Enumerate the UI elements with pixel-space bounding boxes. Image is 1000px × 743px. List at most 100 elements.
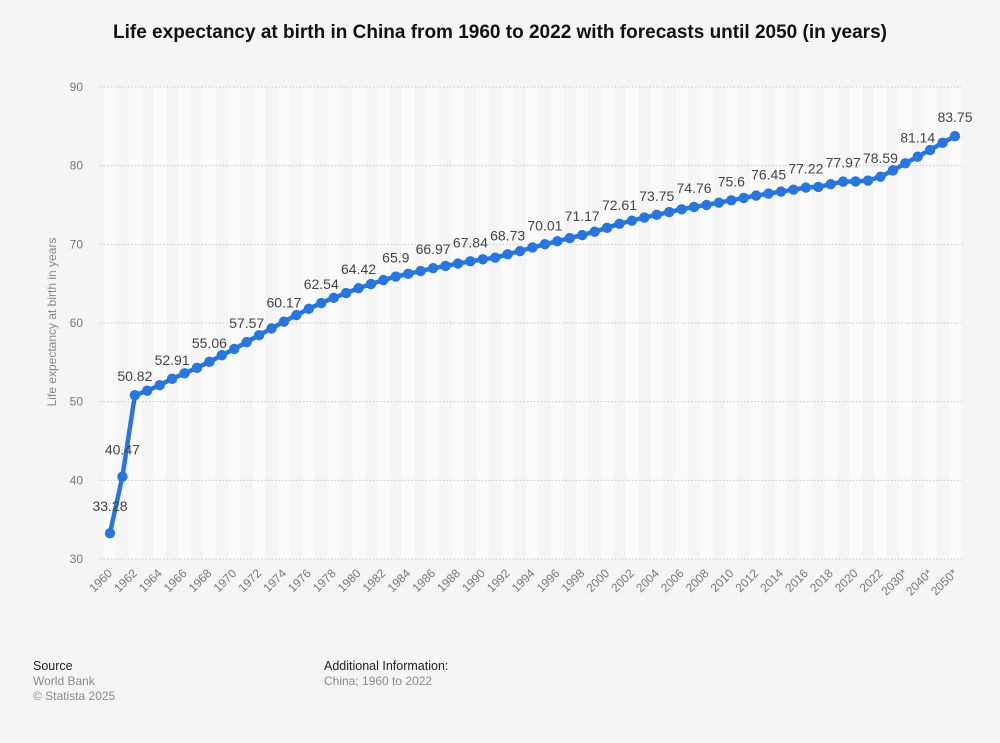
data-point	[539, 239, 551, 250]
data-point	[663, 206, 675, 218]
x-tick-label: 2016	[782, 566, 811, 595]
column-band	[551, 87, 564, 559]
data-label: 52.91	[155, 352, 190, 368]
data-point	[166, 373, 178, 384]
y-axis-ticks: 30 40 50 60 70 80 90	[70, 80, 84, 566]
data-point	[316, 297, 327, 309]
column-band	[625, 87, 639, 559]
data-point	[887, 165, 899, 176]
column-band	[799, 87, 813, 559]
column-band	[526, 87, 539, 559]
x-tick-label: 2030*	[878, 566, 910, 598]
source-heading: Source	[33, 659, 73, 673]
data-label: 78.59	[863, 150, 898, 166]
x-tick-label: 1994	[509, 566, 538, 595]
x-axis-ticks: 1960196219641966196819701972197419761978…	[86, 566, 960, 598]
data-label: 70.01	[527, 217, 562, 233]
x-tick-label: 1962	[111, 566, 140, 595]
x-tick-label: 1964	[136, 566, 165, 595]
data-point	[651, 209, 662, 221]
additional-info-text: China; 1960 to 2022	[324, 674, 433, 688]
data-point	[204, 356, 215, 368]
data-point	[142, 385, 153, 396]
data-point	[179, 368, 190, 379]
data-point	[154, 379, 165, 391]
data-point	[589, 226, 600, 237]
data-label: 40.47	[105, 442, 140, 458]
data-point	[937, 137, 948, 149]
series-points	[104, 130, 961, 539]
data-label: 73.75	[639, 188, 674, 204]
data-point	[440, 260, 451, 272]
data-point	[850, 176, 861, 187]
chart-title: Life expectancy at birth in China from 1…	[113, 22, 887, 43]
column-band	[600, 87, 614, 559]
x-tick-label: 1974	[260, 566, 289, 595]
x-tick-label: 1976	[285, 566, 314, 595]
data-point	[626, 215, 638, 226]
data-point	[763, 188, 774, 199]
data-point	[403, 268, 414, 280]
x-tick-label: 1972	[235, 566, 264, 595]
data-point	[117, 471, 128, 482]
x-tick-label: 1988	[434, 566, 463, 595]
data-label: 60.17	[266, 295, 301, 311]
source-name: World Bank	[33, 674, 95, 688]
column-band	[874, 87, 887, 559]
x-tick-label: 2012	[733, 566, 762, 595]
x-tick-label: 1978	[310, 566, 339, 595]
column-band	[327, 87, 340, 559]
data-label: 76.45	[751, 167, 786, 183]
data-point	[477, 254, 488, 265]
y-axis-label: Life expectancy at birth in years	[45, 238, 59, 407]
data-point	[825, 178, 836, 190]
x-tick-label: 2010	[708, 566, 737, 595]
x-tick-label: 2002	[608, 566, 637, 595]
data-point	[253, 329, 265, 341]
x-tick-label: 1992	[484, 566, 513, 595]
column-band	[749, 87, 763, 559]
data-point	[688, 201, 700, 213]
data-label: 50.82	[117, 368, 152, 384]
y-tick-label: 50	[70, 395, 84, 409]
data-point	[340, 287, 352, 299]
x-tick-label: 1986	[409, 566, 438, 595]
additional-info-heading: Additional Information:	[324, 659, 449, 673]
data-label: 64.42	[341, 261, 376, 277]
data-point	[216, 350, 228, 361]
x-tick-label: 1980	[335, 566, 364, 595]
data-point	[415, 265, 426, 277]
data-point	[465, 256, 476, 267]
column-band	[302, 87, 316, 559]
data-point	[452, 258, 464, 269]
y-tick-label: 30	[70, 552, 84, 566]
data-label: 75.6	[718, 173, 745, 189]
data-label: 72.61	[602, 197, 637, 213]
data-point	[639, 212, 650, 223]
data-point	[726, 195, 737, 206]
copyright: © Statista 2025	[33, 689, 116, 703]
x-tick-label: 1968	[186, 566, 215, 595]
x-tick-label: 2018	[807, 566, 836, 595]
source-block: Source World Bank © Statista 2025	[33, 659, 115, 704]
data-point	[577, 229, 588, 241]
y-tick-label: 40	[70, 473, 84, 487]
data-label: 74.76	[677, 180, 712, 196]
x-tick-label: 2004	[633, 566, 662, 595]
x-tick-label: 1960	[86, 566, 115, 595]
data-label: 68.73	[490, 227, 525, 243]
x-tick-label: 1984	[385, 566, 414, 595]
data-point	[601, 222, 613, 234]
x-tick-label: 2014	[757, 566, 786, 595]
data-point	[949, 130, 961, 142]
data-point	[527, 242, 538, 253]
column-band	[252, 87, 266, 559]
data-point	[303, 303, 315, 315]
data-point	[713, 197, 725, 208]
data-point	[191, 362, 203, 374]
y-tick-label: 90	[70, 80, 84, 94]
data-point	[241, 336, 252, 348]
column-band	[849, 87, 862, 559]
data-point	[390, 271, 402, 282]
